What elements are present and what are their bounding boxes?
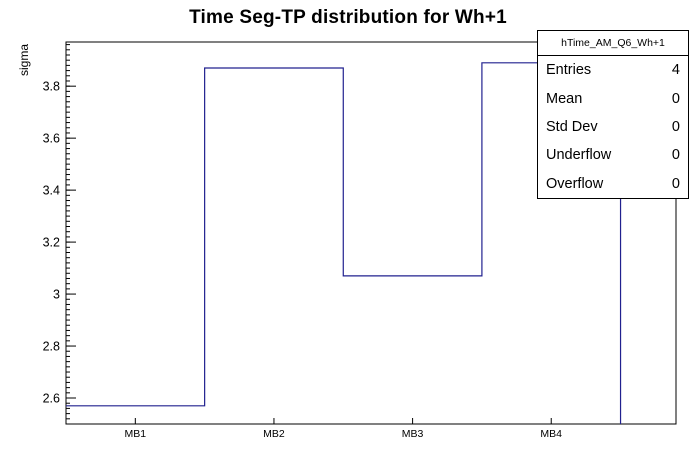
stat-label: Mean — [546, 90, 583, 107]
stat-row: Mean 0 — [538, 84, 688, 112]
y-tick-label: 3 — [53, 288, 60, 302]
y-tick-label: 2.6 — [43, 392, 60, 406]
chart-title: Time Seg-TP distribution for Wh+1 — [189, 7, 507, 28]
stat-row: Underflow 0 — [538, 141, 688, 169]
x-tick-label: MB4 — [540, 428, 562, 440]
plot-frame — [65, 41, 677, 425]
x-tick-label: MB2 — [263, 428, 285, 440]
y-tick-label: 2.8 — [43, 340, 60, 354]
x-tick-label: MB3 — [402, 428, 424, 440]
stat-label: Std Dev — [546, 118, 598, 135]
stat-row: Entries 4 — [538, 56, 688, 84]
y-tick-label: 3.4 — [43, 184, 60, 198]
y-tick-label: 3.2 — [43, 236, 60, 250]
stats-box-title: hTime_AM_Q6_Wh+1 — [538, 31, 688, 56]
stat-value: 0 — [671, 90, 680, 107]
stats-rows: Entries 4 Mean 0 Std Dev 0 Underflow 0 Overflow 0 — [538, 56, 688, 198]
stat-label: Underflow — [546, 147, 612, 164]
stat-value: 0 — [671, 118, 680, 135]
stat-label: Overflow — [546, 175, 604, 192]
stat-value: 0 — [671, 147, 680, 164]
stat-value: 0 — [671, 175, 680, 192]
stats-box: hTime_AM_Q6_Wh+1 Entries 4 Mean 0 Std Dev 0 Un… — [537, 30, 689, 199]
y-tick-label: 3.6 — [43, 132, 60, 146]
stat-row: Std Dev 0 — [538, 113, 688, 141]
stat-label: Entries — [546, 62, 592, 79]
stat-value: 4 — [671, 62, 680, 79]
stat-row: Overflow 0 — [538, 170, 688, 198]
x-tick-label: MB1 — [125, 428, 147, 440]
y-tick-label: 3.8 — [43, 80, 60, 94]
